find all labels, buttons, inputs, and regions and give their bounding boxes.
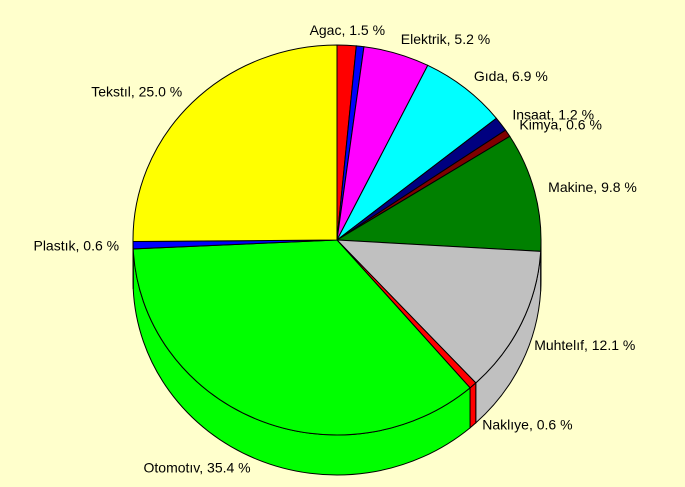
data-label: Muhtelıf, 12.1 % <box>534 337 635 353</box>
data-label: Kimya, 0.6 % <box>519 116 601 132</box>
data-label: Agac, 1.5 % <box>310 22 386 38</box>
data-label: Plastık, 0.6 % <box>33 237 119 253</box>
pie-slice <box>132 44 338 243</box>
data-label: Otomotıv, 35.4 % <box>144 459 251 475</box>
data-label: Tekstıl, 25.0 % <box>91 84 182 100</box>
pie-slice <box>132 239 471 436</box>
pie-side <box>469 381 477 429</box>
data-label: Insaat, 1.2 % <box>512 107 594 123</box>
pie-slice <box>335 239 542 384</box>
data-label: Makine, 9.8 % <box>548 179 637 195</box>
data-label: Naklıye, 0.6 % <box>482 416 572 432</box>
data-label: Gıda, 6.9 % <box>474 68 548 84</box>
data-label: Elektrik, 5.2 % <box>401 31 490 47</box>
pie-slice <box>335 135 542 252</box>
